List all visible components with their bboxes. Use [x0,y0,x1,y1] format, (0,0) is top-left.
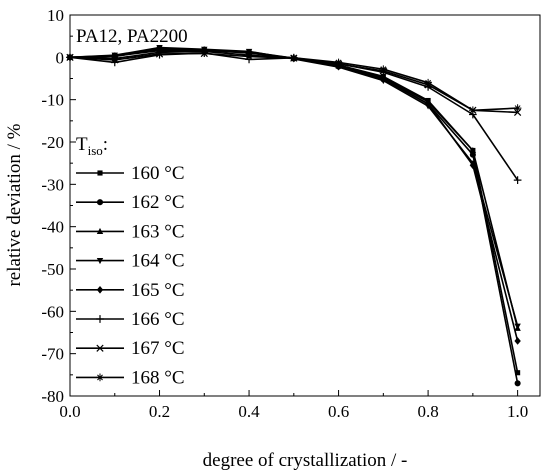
data-point [380,74,387,83]
y-tick-label: -50 [41,260,64,279]
y-tick-label: -80 [41,387,64,406]
legend-item: 162 °C [76,192,185,213]
data-point [379,65,388,74]
data-point [245,51,253,60]
y-tick-label: 10 [47,6,64,25]
data-point [513,176,522,184]
y-tick-label: -60 [41,302,64,321]
y-tick-label: -70 [41,345,64,364]
legend-item: 164 °C [76,251,185,272]
x-axis-ticks: 0.0 0.2 0.4 0.6 0.8 1.0 [59,390,528,421]
legend-item: 160 °C [76,163,185,184]
legend-item: 163 °C [76,221,185,242]
legend-label: 165 °C [131,280,185,301]
chart-annotation: PA12, PA2200 [76,26,188,47]
legend-label: 167 °C [131,338,185,359]
legend-label: 164 °C [131,251,185,272]
x-tick-label: 1.0 [507,402,528,421]
legend-label: 162 °C [131,192,185,213]
x-tick-label: 0.0 [59,402,80,421]
legend-item: 165 °C [76,280,185,301]
data-point [155,48,164,57]
y-tick-label: -20 [41,133,64,152]
y-tick-label: -10 [41,91,64,110]
legend-item: 168 °C [76,367,185,388]
legend-label: 168 °C [131,367,185,388]
data-point [514,323,521,330]
data-point [514,380,521,387]
legend-item: 166 °C [76,309,185,330]
legend-label: 160 °C [131,163,185,184]
data-point [334,58,343,67]
data-point [469,106,477,115]
x-tick-label: 0.6 [328,402,349,421]
legend-title: Tiso: [76,134,108,158]
x-tick-label: 0.4 [238,402,260,421]
data-point [289,53,298,62]
data-point [424,78,432,87]
legend-marker [96,258,104,265]
legend-label: 166 °C [131,309,185,330]
data-point [514,337,521,345]
legend-marker [96,199,104,206]
legend-marker [97,170,103,176]
legend: Tiso: 160 °C 162 °C 163 °C 164 °C 165 °C 166 … [76,134,185,388]
series-7 [66,47,522,115]
data-point [469,161,477,170]
y-tick-label: -30 [41,175,64,194]
legend-marker [96,285,104,294]
data-point [200,47,209,56]
legend-marker [96,344,104,352]
legend-marker [96,373,104,382]
y-axis-label: relative deviation / % [4,123,25,286]
data-point [66,53,74,62]
series-1 [66,44,521,387]
data-point [513,104,522,112]
legend-item: 167 °C [76,338,185,359]
y-tick-label: 0 [56,48,65,67]
data-point [110,54,119,63]
data-point [515,370,521,376]
legend-marker [96,315,104,323]
x-axis-label: degree of crystallization / - [203,450,408,471]
y-tick-label: -40 [41,218,64,237]
data-point [424,100,432,108]
legend-marker [96,227,104,234]
series-line [69,52,519,181]
series-layer [66,44,522,387]
x-tick-label: 0.2 [149,402,170,421]
data-point [469,146,477,154]
y-axis-ticks: 10 0 -10 -20 -30 -40 -50 -60 -70 -80 [41,6,76,406]
x-tick-label: 0.8 [417,402,438,421]
legend-label: 163 °C [131,221,185,242]
